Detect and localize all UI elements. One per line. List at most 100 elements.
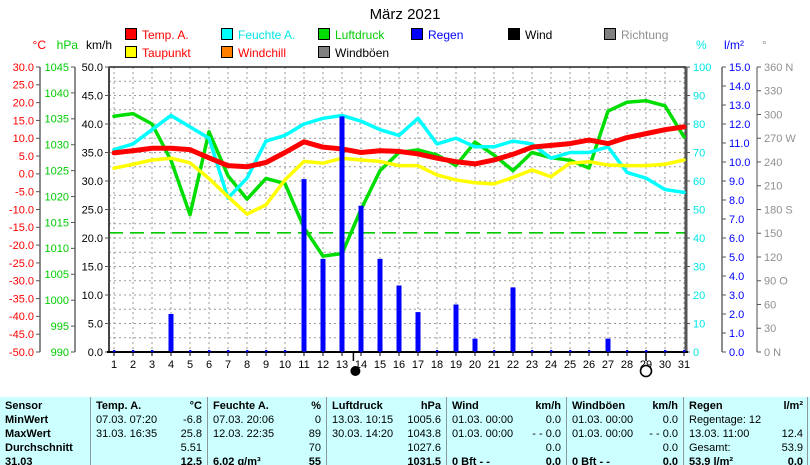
new-moon-icon [350, 366, 361, 376]
tick-label: 1010 [45, 243, 69, 255]
rain-zero-dot [493, 350, 496, 353]
chart-title: März 2021 [369, 6, 441, 23]
rain-bar-day-22 [510, 287, 516, 352]
tick-label: -15.0 [9, 222, 34, 234]
day-label: 9 [263, 359, 269, 371]
legend-label: Richtung [621, 28, 669, 42]
tick-label: 270 W [764, 133, 796, 145]
cell-feuchte-a-text: 6.02 g/m³ [213, 456, 261, 465]
tick-label: 120 [764, 252, 782, 264]
tick-label: 240 [764, 157, 782, 169]
legend-label: Windchill [238, 46, 287, 60]
legend-item-luftdruck: Luftdruck [318, 28, 384, 42]
rain-zero-dot [455, 350, 458, 353]
col-header-windb-en: Windböen [572, 400, 626, 412]
rain-zero-dot [626, 350, 629, 353]
rain-zero-dot [322, 350, 325, 353]
legend-label: Taupunkt [142, 46, 191, 60]
series-line-temp-a [111, 124, 687, 170]
tick-label: -45.0 [9, 329, 34, 341]
tick-label: 150 [764, 228, 782, 240]
tick-label: 10.0 [729, 157, 750, 169]
rain-zero-dot [569, 350, 572, 353]
cell-feuchte-a-value: 89 [308, 428, 321, 440]
legend-swatch-regen [411, 28, 423, 40]
rain-zero-dot [588, 350, 591, 353]
legend-swatch-wind [508, 28, 520, 40]
rain-zero-dot [189, 350, 192, 353]
tick-label: 15.0 [729, 62, 750, 74]
tick-label: 300 [764, 109, 782, 121]
day-label: 5 [187, 359, 193, 371]
tick-label: 30 [764, 323, 776, 335]
legend-item-regen: Regen [411, 28, 463, 42]
tick-label: 5.0 [19, 151, 34, 163]
tick-label: -25.0 [9, 258, 34, 270]
col-header-wind: Wind [452, 400, 479, 412]
cell-regen-text: Gesamt: [689, 442, 731, 454]
col-unit-wind: km/h [535, 400, 561, 412]
legend-swatch-feuchte-a [221, 28, 233, 40]
cell-luftdruck-value: 1043.8 [407, 428, 441, 440]
axis-unit-: ° [762, 38, 767, 52]
tick-label: 45.0 [82, 90, 103, 102]
legend-swatch-taupunkt [125, 46, 137, 58]
rain-zero-dot [265, 350, 268, 353]
rain-zero-dot [664, 350, 667, 353]
cell-wind-value: 0.0 [545, 442, 561, 454]
day-label: 20 [469, 359, 481, 371]
legend-item-temp-a: Temp. A. [125, 28, 189, 42]
rain-bar-day-20 [472, 338, 478, 352]
cell-regen-text: 13.03. 11:00 [689, 428, 750, 440]
legend-swatch-windchill [221, 46, 233, 58]
tick-label: 10.0 [82, 290, 103, 302]
cell-wind-text: 01.03. 00:00 [452, 414, 514, 426]
rain-zero-dot [398, 350, 401, 353]
legend-label: Wind [525, 28, 553, 42]
axis-unit-: % [696, 38, 707, 52]
day-label: 25 [564, 359, 576, 371]
rain-bar-day-11 [301, 179, 307, 352]
tick-label: 1030 [45, 140, 69, 152]
legend-label: Feuchte A. [238, 28, 296, 42]
rain-zero-dot [645, 350, 648, 353]
tick-label: 330 [764, 86, 782, 98]
rain-bar-day-15 [377, 258, 383, 352]
tick-label: 12.0 [729, 119, 750, 131]
day-label: 1 [111, 359, 117, 371]
tick-label: 180 S [764, 204, 793, 216]
rain-zero-dot [113, 350, 116, 353]
rain-zero-dot [379, 350, 382, 353]
table-divider [683, 397, 684, 465]
tick-label: 3.0 [729, 290, 744, 302]
tick-label: 990 [51, 347, 69, 359]
day-label: 31 [678, 359, 690, 371]
tick-label: -10.0 [9, 204, 34, 216]
tick-label: -5.0 [15, 187, 34, 199]
tick-label: 80 [693, 119, 705, 131]
tick-label: 50 [693, 204, 705, 216]
cell-temp-a-value: 5.51 [180, 442, 202, 454]
tick-label: 20.0 [13, 97, 34, 109]
cell-wind-value: 0.0 [545, 456, 561, 465]
legend-item-wind: Wind [508, 28, 553, 42]
rain-bar-day-27 [605, 338, 611, 352]
cell-temp-a-text: 31.03. 16:35 [96, 428, 158, 440]
axis-unit-c: °C [32, 38, 46, 52]
tick-label: 7.0 [729, 214, 744, 226]
cell-windb-en-text: 01.03. 00:00 [572, 428, 634, 440]
tick-label: 100 [693, 62, 711, 74]
tick-label: 20.0 [82, 233, 103, 245]
rain-zero-dot [303, 350, 306, 353]
day-label: 15 [374, 359, 386, 371]
tick-label: 0.0 [19, 169, 34, 181]
table-divider [90, 397, 91, 465]
cell-wind-value: - - 0.0 [532, 428, 561, 440]
tick-label: 15.0 [13, 115, 34, 127]
rain-zero-dot [284, 350, 287, 353]
rain-bar-day-13 [339, 116, 345, 353]
row-label-minwert: MinWert [5, 414, 49, 426]
day-label: 11 [298, 359, 309, 371]
cell-regen-text: Regentage: 12 [689, 414, 762, 426]
